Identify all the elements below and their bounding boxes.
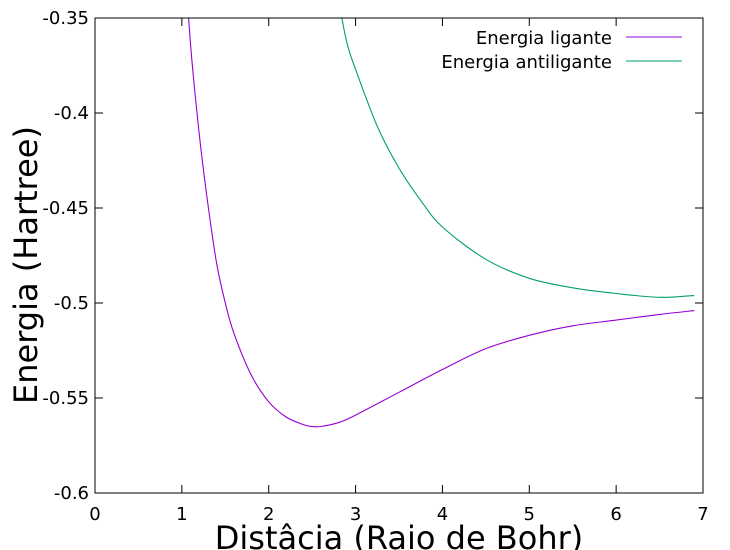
y-tick-label: -0.4 bbox=[54, 103, 89, 124]
x-tick-label: 5 bbox=[524, 504, 535, 525]
x-tick-label: 4 bbox=[437, 504, 448, 525]
x-tick-label: 7 bbox=[697, 504, 708, 525]
x-tick-label: 6 bbox=[610, 504, 621, 525]
series-line-energia-ligante bbox=[187, 18, 695, 428]
ticks-layer: 0 1 2 3 4 5 6 7 -0.6 -0.55 -0.5 -0.45 -0.4 -0.35 bbox=[42, 8, 708, 525]
x-tick-label: 1 bbox=[176, 504, 187, 525]
y-tick-label: -0.5 bbox=[54, 293, 89, 314]
curves-layer bbox=[187, 18, 695, 428]
x-tick-label: 0 bbox=[89, 504, 100, 525]
y-tick-label: -0.45 bbox=[42, 198, 89, 219]
y-axis-title: Energia (Hartree) bbox=[7, 126, 45, 404]
y-tick-label: -0.6 bbox=[54, 483, 89, 504]
legend: Energia ligante Energia antiligante bbox=[441, 28, 682, 73]
x-tick-label: 2 bbox=[263, 504, 274, 525]
series-line-energia-antiligante bbox=[341, 18, 695, 298]
plot-frame bbox=[94, 17, 704, 494]
x-tick-label: 3 bbox=[350, 504, 361, 525]
x-axis-title: Distâcia (Raio de Bohr) bbox=[215, 519, 584, 550]
legend-label-energia-antiligante: Energia antiligante bbox=[441, 52, 612, 73]
legend-label-energia-ligante: Energia ligante bbox=[476, 28, 612, 49]
y-tick-label: -0.35 bbox=[42, 8, 89, 29]
y-tick-label: -0.55 bbox=[42, 388, 89, 409]
